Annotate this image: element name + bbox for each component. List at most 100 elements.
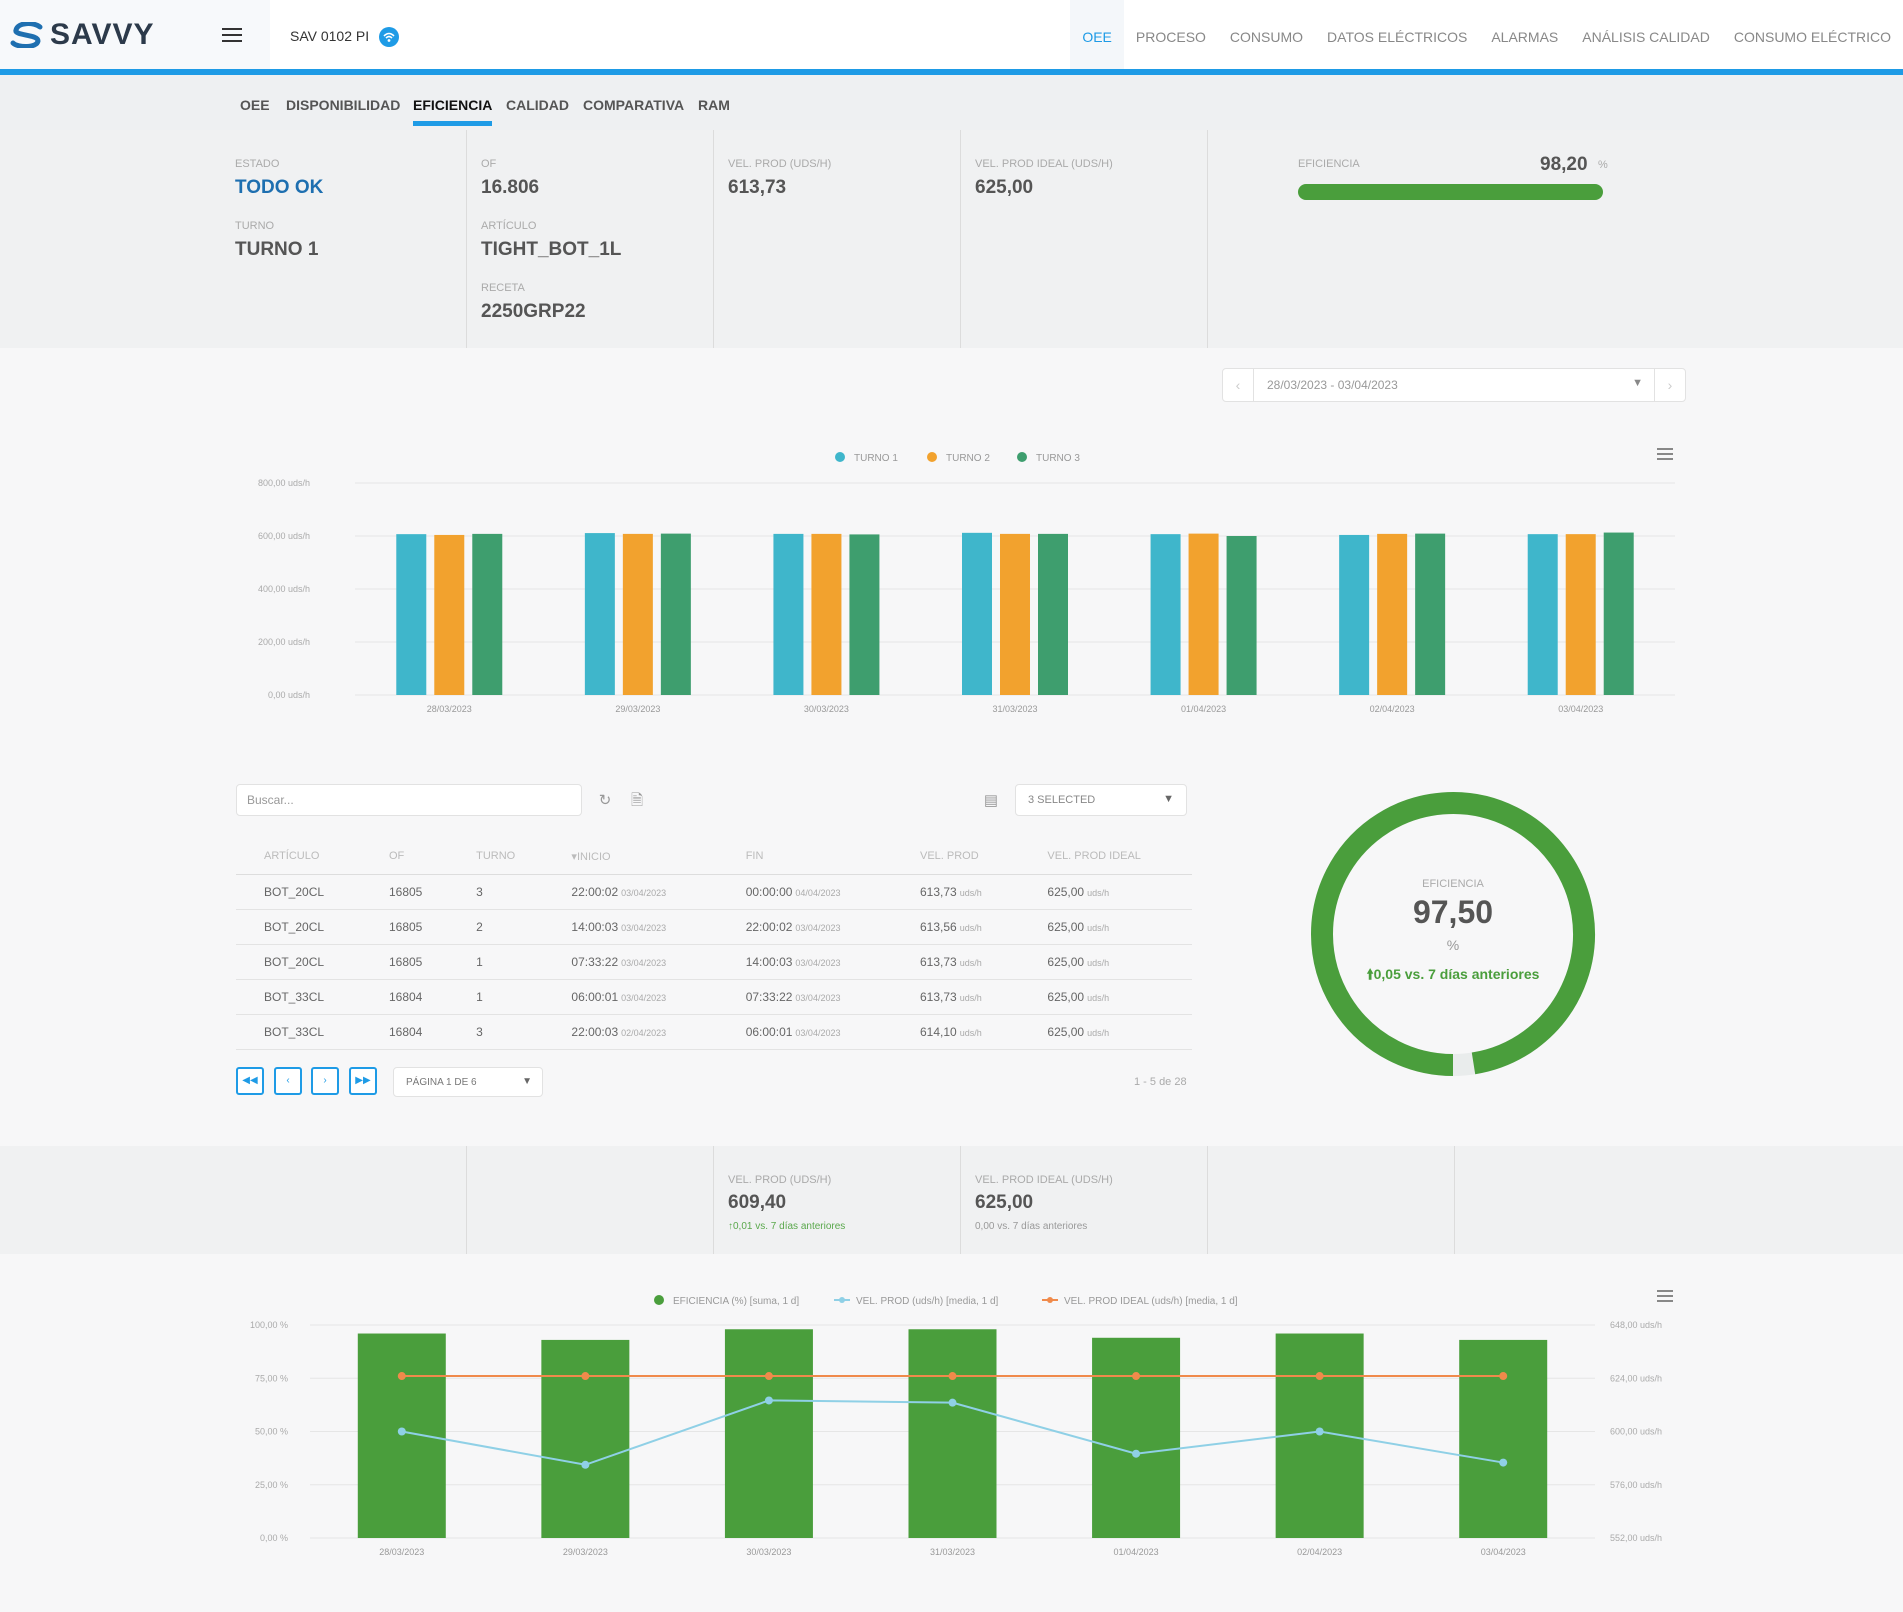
fin-date: 03/04/2023: [795, 923, 841, 933]
bar-turno-1: [1527, 534, 1558, 695]
kpi-strip: ESTADO TODO OK TURNO TURNO 1 OF 16.806 A…: [0, 130, 1903, 348]
y-left-tick-label: 25,00 %: [255, 1480, 288, 1490]
column-selector[interactable]: 3 SELECTED ▼: [1015, 784, 1187, 816]
tab-eficiencia[interactable]: EFICIENCIA: [413, 97, 493, 126]
bar-turno-3: [660, 533, 691, 695]
col-turno[interactable]: TURNO: [448, 838, 544, 875]
kpi2-cell-vel-ideal: VEL. PROD IDEAL (uds/h) 625,00 0,00 vs. …: [960, 1146, 1208, 1254]
page-select[interactable]: PÁGINA 1 DE 6 ▼: [393, 1067, 543, 1097]
inicio-date: 03/04/2023: [621, 923, 667, 933]
cell-of: 16805: [360, 909, 449, 945]
tab-calidad[interactable]: CALIDAD: [506, 97, 569, 113]
vel-ideal-value: 625,00: [1047, 920, 1085, 934]
chart-menu-icon[interactable]: [1657, 448, 1673, 462]
col-fin[interactable]: FIN: [717, 838, 892, 875]
cell-inicio: 22:00:03 02/04/2023: [543, 1014, 718, 1050]
vel-unit: uds/h: [959, 888, 982, 898]
bar-eficiencia: [908, 1329, 997, 1538]
cell-vel: 614,10 uds/h: [892, 1014, 1020, 1050]
tab-disponibilidad[interactable]: DISPONIBILIDAD: [286, 97, 401, 113]
top-nav-datos-electricos[interactable]: DATOS ELÉCTRICOS: [1327, 29, 1468, 45]
cell-inicio: 07:33:22 03/04/2023: [543, 944, 718, 980]
vel-ideal-value: 625,00: [1047, 1025, 1085, 1039]
table-row[interactable]: BOT_20CL 16805 3 22:00:02 03/04/2023 00:0…: [236, 874, 1192, 910]
col-articulo[interactable]: ARTÍCULO: [236, 838, 361, 875]
arrow-up-icon: 🠙: [1366, 966, 1374, 982]
vel-ideal-point: [1132, 1372, 1141, 1381]
tab-oee[interactable]: OEE: [240, 97, 270, 113]
cell-inicio: 14:00:03 03/04/2023: [543, 909, 718, 945]
first-page-icon[interactable]: ◀◀: [236, 1067, 264, 1095]
last-page-icon[interactable]: ▶▶: [349, 1067, 377, 1095]
legend-marker: [654, 1295, 664, 1305]
chevron-down-icon: ▼: [1163, 793, 1174, 805]
kpi2-cell-empty-2: [466, 1146, 714, 1254]
page-info: 1 - 5 de 28: [1134, 1076, 1187, 1088]
x-tick-label: 31/03/2023: [930, 1547, 975, 1557]
cell-vel-ideal: 625,00 uds/h: [1019, 979, 1192, 1015]
gauge-value: 97,50: [1412, 894, 1494, 930]
legend-marker: [839, 1297, 845, 1303]
cell-vel: 613,73 uds/h: [892, 874, 1020, 910]
columns-icon[interactable]: ▤: [983, 792, 999, 809]
legend-label: EFICIENCIA (%) [suma, 1 d]: [673, 1296, 799, 1307]
legend-marker: [1047, 1297, 1053, 1303]
vel-prod-point: [764, 1396, 773, 1405]
table-row[interactable]: BOT_20CL 16805 1 07:33:22 03/04/2023 14:0…: [236, 944, 1192, 980]
search-input[interactable]: Buscar...: [236, 784, 582, 816]
next-page-icon[interactable]: ›: [311, 1067, 339, 1095]
top-nav-analisis-calidad[interactable]: ANÁLISIS CALIDAD: [1582, 29, 1710, 45]
turno-value: TURNO 1: [235, 239, 319, 260]
vel-ideal-unit: uds/h: [1087, 888, 1110, 898]
cell-inicio: 06:00:01 03/04/2023: [543, 979, 718, 1015]
cell-articulo: BOT_33CL: [236, 1014, 361, 1050]
kpi2-vel-value: 609,40: [728, 1192, 787, 1213]
prev-range-chevron-icon[interactable]: ‹: [1223, 369, 1254, 401]
col-inicio-label: INICIO: [576, 850, 611, 863]
top-nav-consumo-electrico[interactable]: CONSUMO ELÉCTRICO: [1733, 29, 1891, 45]
top-nav-alarmas[interactable]: ALARMAS: [1491, 29, 1559, 45]
col-vel-ideal[interactable]: VEL. PROD IDEAL: [1019, 838, 1192, 875]
vel-prod-point: [948, 1398, 957, 1407]
bar-turno-1: [396, 534, 427, 695]
tab-comparativa[interactable]: COMPARATIVA: [583, 97, 685, 113]
tab-ram[interactable]: RAM: [698, 97, 730, 113]
top-nav-consumo[interactable]: CONSUMO: [1229, 29, 1304, 45]
cell-of: 16804: [360, 979, 449, 1015]
cell-vel: 613,73 uds/h: [892, 944, 1020, 980]
y-tick-label: 800,00 uds/h: [258, 478, 310, 488]
vel-value: 613,73: [920, 885, 957, 899]
table-row[interactable]: BOT_33CL 16804 3 22:00:03 02/04/2023 06:0…: [236, 1014, 1192, 1050]
x-tick-label: 31/03/2023: [992, 704, 1037, 714]
refresh-icon[interactable]: ↻: [598, 792, 612, 809]
col-inicio[interactable]: ▾INICIO: [543, 838, 718, 875]
prev-page-icon[interactable]: ‹: [274, 1067, 302, 1095]
next-range-chevron-icon[interactable]: ›: [1654, 369, 1685, 401]
col-vel[interactable]: VEL. PROD: [892, 838, 1020, 875]
hamburger-menu-icon[interactable]: [222, 28, 242, 44]
table-row[interactable]: BOT_20CL 16805 2 14:00:03 03/04/2023 22:0…: [236, 909, 1192, 945]
kpi2-vel-ideal-label: VEL. PROD IDEAL (uds/h): [975, 1174, 1113, 1186]
logo-text: SAVVY: [50, 18, 155, 51]
y-left-tick-label: 75,00 %: [255, 1373, 288, 1383]
cell-vel: 613,73 uds/h: [892, 979, 1020, 1015]
export-file-icon[interactable]: 🗎: [630, 792, 644, 809]
y-tick-label: 0,00 uds/h: [268, 690, 310, 700]
chart-menu-icon[interactable]: [1657, 1290, 1673, 1304]
cell-turno: 3: [448, 1014, 544, 1050]
top-nav-proceso[interactable]: PROCESO: [1135, 29, 1206, 45]
table-row[interactable]: BOT_33CL 16804 1 06:00:01 03/04/2023 07:3…: [236, 979, 1192, 1015]
fin-time: 14:00:03: [745, 955, 793, 969]
top-nav-oee[interactable]: OEE: [1070, 0, 1124, 69]
date-range-picker[interactable]: ‹ 28/03/2023 - 03/04/2023 ▼ ›: [1222, 368, 1686, 402]
cell-turno: 2: [448, 909, 544, 945]
legend-label: TURNO 1: [854, 453, 898, 464]
of-label: OF: [481, 158, 497, 170]
cell-articulo: BOT_20CL: [236, 874, 361, 910]
inicio-time: 06:00:01: [571, 990, 619, 1004]
inicio-time: 14:00:03: [571, 920, 619, 934]
gauge-label: EFICIENCIA: [1422, 878, 1484, 890]
col-of[interactable]: OF: [360, 838, 449, 875]
chevron-down-icon[interactable]: ▼: [1632, 377, 1643, 389]
bar-turno-2: [1565, 534, 1596, 695]
